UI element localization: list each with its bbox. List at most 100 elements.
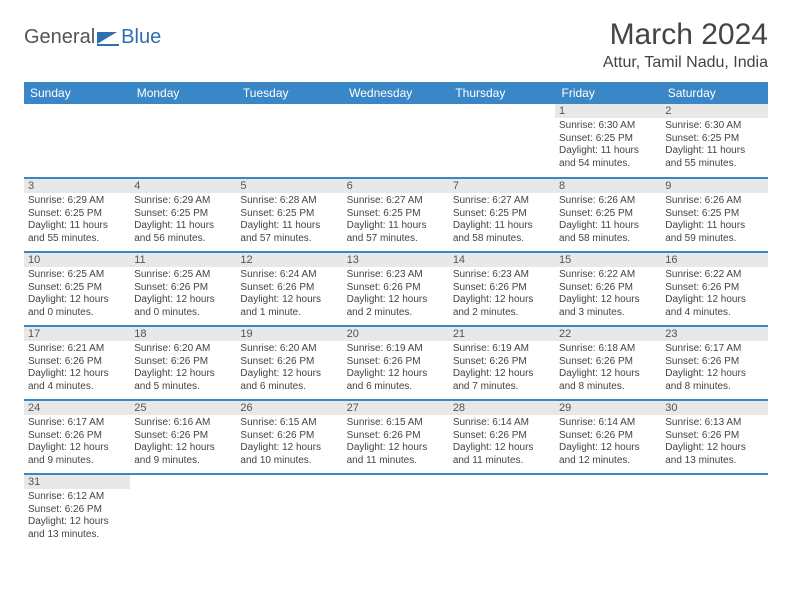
daylight-text: and 13 minutes. — [665, 455, 763, 468]
calendar-day-cell: 14Sunrise: 6:23 AMSunset: 6:26 PMDayligh… — [449, 252, 555, 326]
logo-text-general: General — [24, 26, 95, 49]
sunrise-text: Sunrise: 6:30 AM — [665, 120, 763, 133]
daylight-text: and 6 minutes. — [347, 381, 445, 394]
calendar-day-cell: 29Sunrise: 6:14 AMSunset: 6:26 PMDayligh… — [555, 400, 661, 474]
sunset-text: Sunset: 6:26 PM — [347, 430, 445, 443]
daylight-text: Daylight: 12 hours — [665, 442, 763, 455]
flag-icon — [97, 30, 119, 46]
daylight-text: Daylight: 12 hours — [240, 294, 338, 307]
daylight-text: and 59 minutes. — [665, 233, 763, 246]
daylight-text: and 0 minutes. — [28, 307, 126, 320]
day-number: 25 — [130, 401, 236, 415]
sunrise-text: Sunrise: 6:20 AM — [134, 343, 232, 356]
sunset-text: Sunset: 6:25 PM — [665, 208, 763, 221]
calendar-day-cell: 6Sunrise: 6:27 AMSunset: 6:25 PMDaylight… — [343, 178, 449, 252]
daylight-text: Daylight: 12 hours — [240, 442, 338, 455]
calendar-week-row: 24Sunrise: 6:17 AMSunset: 6:26 PMDayligh… — [24, 400, 768, 474]
sunset-text: Sunset: 6:26 PM — [347, 356, 445, 369]
sunset-text: Sunset: 6:25 PM — [28, 208, 126, 221]
sunrise-text: Sunrise: 6:20 AM — [240, 343, 338, 356]
daylight-text: Daylight: 11 hours — [134, 220, 232, 233]
calendar-day-cell: 12Sunrise: 6:24 AMSunset: 6:26 PMDayligh… — [236, 252, 342, 326]
day-number — [343, 104, 449, 118]
calendar-day-cell: 3Sunrise: 6:29 AMSunset: 6:25 PMDaylight… — [24, 178, 130, 252]
calendar-day-cell — [130, 104, 236, 178]
sunrise-text: Sunrise: 6:17 AM — [665, 343, 763, 356]
daylight-text: and 5 minutes. — [134, 381, 232, 394]
sunset-text: Sunset: 6:26 PM — [28, 356, 126, 369]
daylight-text: and 12 minutes. — [559, 455, 657, 468]
sunset-text: Sunset: 6:26 PM — [665, 356, 763, 369]
day-number: 30 — [661, 401, 767, 415]
day-number: 22 — [555, 327, 661, 341]
weekday-header: Wednesday — [343, 82, 449, 104]
calendar-day-cell: 9Sunrise: 6:26 AMSunset: 6:25 PMDaylight… — [661, 178, 767, 252]
daylight-text: Daylight: 12 hours — [453, 442, 551, 455]
calendar-day-cell — [661, 474, 767, 548]
weekday-header: Tuesday — [236, 82, 342, 104]
daylight-text: and 54 minutes. — [559, 158, 657, 171]
sunset-text: Sunset: 6:26 PM — [134, 356, 232, 369]
weekday-header: Friday — [555, 82, 661, 104]
sunrise-text: Sunrise: 6:30 AM — [559, 120, 657, 133]
daylight-text: Daylight: 11 hours — [347, 220, 445, 233]
sunrise-text: Sunrise: 6:14 AM — [559, 417, 657, 430]
sunset-text: Sunset: 6:25 PM — [665, 133, 763, 146]
daylight-text: Daylight: 12 hours — [347, 294, 445, 307]
daylight-text: Daylight: 12 hours — [347, 368, 445, 381]
day-number: 17 — [24, 327, 130, 341]
calendar-day-cell: 17Sunrise: 6:21 AMSunset: 6:26 PMDayligh… — [24, 326, 130, 400]
day-number: 23 — [661, 327, 767, 341]
daylight-text: Daylight: 11 hours — [453, 220, 551, 233]
calendar-day-cell — [24, 104, 130, 178]
sunrise-text: Sunrise: 6:19 AM — [347, 343, 445, 356]
sunrise-text: Sunrise: 6:26 AM — [559, 195, 657, 208]
daylight-text: and 6 minutes. — [240, 381, 338, 394]
calendar-week-row: 10Sunrise: 6:25 AMSunset: 6:25 PMDayligh… — [24, 252, 768, 326]
sunrise-text: Sunrise: 6:27 AM — [453, 195, 551, 208]
sunset-text: Sunset: 6:25 PM — [240, 208, 338, 221]
daylight-text: Daylight: 12 hours — [559, 294, 657, 307]
daylight-text: and 9 minutes. — [28, 455, 126, 468]
month-title: March 2024 — [603, 18, 768, 52]
daylight-text: and 11 minutes. — [347, 455, 445, 468]
daylight-text: Daylight: 12 hours — [134, 294, 232, 307]
daylight-text: Daylight: 12 hours — [453, 294, 551, 307]
location: Attur, Tamil Nadu, India — [603, 54, 768, 72]
calendar-day-cell: 26Sunrise: 6:15 AMSunset: 6:26 PMDayligh… — [236, 400, 342, 474]
sunrise-text: Sunrise: 6:15 AM — [347, 417, 445, 430]
calendar-day-cell: 5Sunrise: 6:28 AMSunset: 6:25 PMDaylight… — [236, 178, 342, 252]
calendar-day-cell: 8Sunrise: 6:26 AMSunset: 6:25 PMDaylight… — [555, 178, 661, 252]
daylight-text: and 55 minutes. — [665, 158, 763, 171]
sunset-text: Sunset: 6:26 PM — [559, 430, 657, 443]
daylight-text: Daylight: 12 hours — [453, 368, 551, 381]
daylight-text: Daylight: 12 hours — [134, 368, 232, 381]
day-number: 24 — [24, 401, 130, 415]
calendar-day-cell: 7Sunrise: 6:27 AMSunset: 6:25 PMDaylight… — [449, 178, 555, 252]
daylight-text: Daylight: 12 hours — [665, 294, 763, 307]
calendar-day-cell: 31Sunrise: 6:12 AMSunset: 6:26 PMDayligh… — [24, 474, 130, 548]
daylight-text: and 9 minutes. — [134, 455, 232, 468]
daylight-text: and 58 minutes. — [453, 233, 551, 246]
day-number: 13 — [343, 253, 449, 267]
day-number: 1 — [555, 104, 661, 118]
calendar-day-cell: 16Sunrise: 6:22 AMSunset: 6:26 PMDayligh… — [661, 252, 767, 326]
day-number — [449, 104, 555, 118]
day-number — [130, 104, 236, 118]
sunrise-text: Sunrise: 6:29 AM — [134, 195, 232, 208]
sunrise-text: Sunrise: 6:25 AM — [28, 269, 126, 282]
daylight-text: Daylight: 12 hours — [28, 294, 126, 307]
daylight-text: Daylight: 11 hours — [665, 220, 763, 233]
calendar-week-row: 3Sunrise: 6:29 AMSunset: 6:25 PMDaylight… — [24, 178, 768, 252]
day-number: 21 — [449, 327, 555, 341]
day-number: 9 — [661, 179, 767, 193]
day-number: 10 — [24, 253, 130, 267]
daylight-text: Daylight: 12 hours — [559, 442, 657, 455]
calendar-day-cell: 1Sunrise: 6:30 AMSunset: 6:25 PMDaylight… — [555, 104, 661, 178]
daylight-text: and 10 minutes. — [240, 455, 338, 468]
calendar-day-cell — [236, 474, 342, 548]
day-number: 12 — [236, 253, 342, 267]
sunset-text: Sunset: 6:26 PM — [134, 430, 232, 443]
day-number: 2 — [661, 104, 767, 118]
daylight-text: and 8 minutes. — [559, 381, 657, 394]
